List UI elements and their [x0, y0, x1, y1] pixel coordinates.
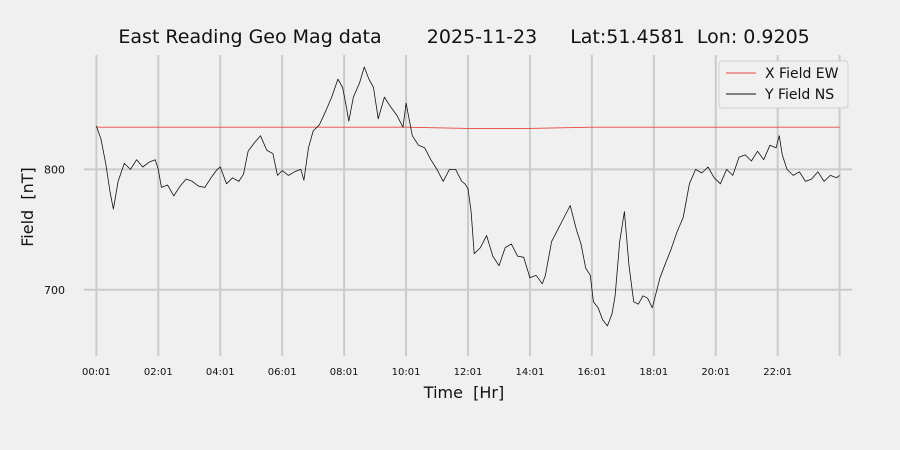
y-axis-label: Field [nT] — [18, 167, 37, 247]
x-tick-label: 02:01 — [144, 367, 173, 378]
x-tick-label: 20:01 — [701, 367, 730, 378]
legend-label-x-field: X Field EW — [765, 66, 839, 82]
title-location: Lat:51.4581 Lon: 0.9205 — [570, 26, 810, 48]
x-tick-label: 12:01 — [454, 367, 483, 378]
x-tick-label: 06:01 — [268, 367, 297, 378]
legend-label-y-field: Y Field NS — [764, 87, 834, 103]
chart-title: East Reading Geo Mag data 2025-11-23 Lat… — [118, 26, 809, 48]
data-series — [96, 66, 840, 327]
x-axis-label: Time [Hr] — [423, 383, 504, 402]
y-tick-label: 800 — [44, 163, 65, 176]
x-field-ew-line — [96, 126, 840, 129]
tick-labels: 00:01 02:01 04:01 06:01 08:01 10:01 12:01 14:01… — [44, 163, 792, 378]
x-tick-label: 00:01 — [82, 367, 111, 378]
y-tick-label: 700 — [44, 284, 65, 297]
grid-lines — [84, 55, 852, 356]
x-tick-label: 14:01 — [516, 367, 545, 378]
title-station-name: East Reading Geo Mag data — [118, 26, 381, 48]
x-tick-label: 10:01 — [392, 367, 421, 378]
x-tick-label: 04:01 — [206, 367, 235, 378]
x-tick-label: 16:01 — [577, 367, 606, 378]
x-tick-label: 18:01 — [639, 367, 668, 378]
x-tick-label: 08:01 — [330, 367, 359, 378]
x-tick-label: 22:01 — [763, 367, 792, 378]
title-date: 2025-11-23 — [427, 26, 537, 48]
y-field-ns-line — [96, 66, 840, 327]
chart-legend: X Field EW Y Field NS — [718, 60, 849, 109]
